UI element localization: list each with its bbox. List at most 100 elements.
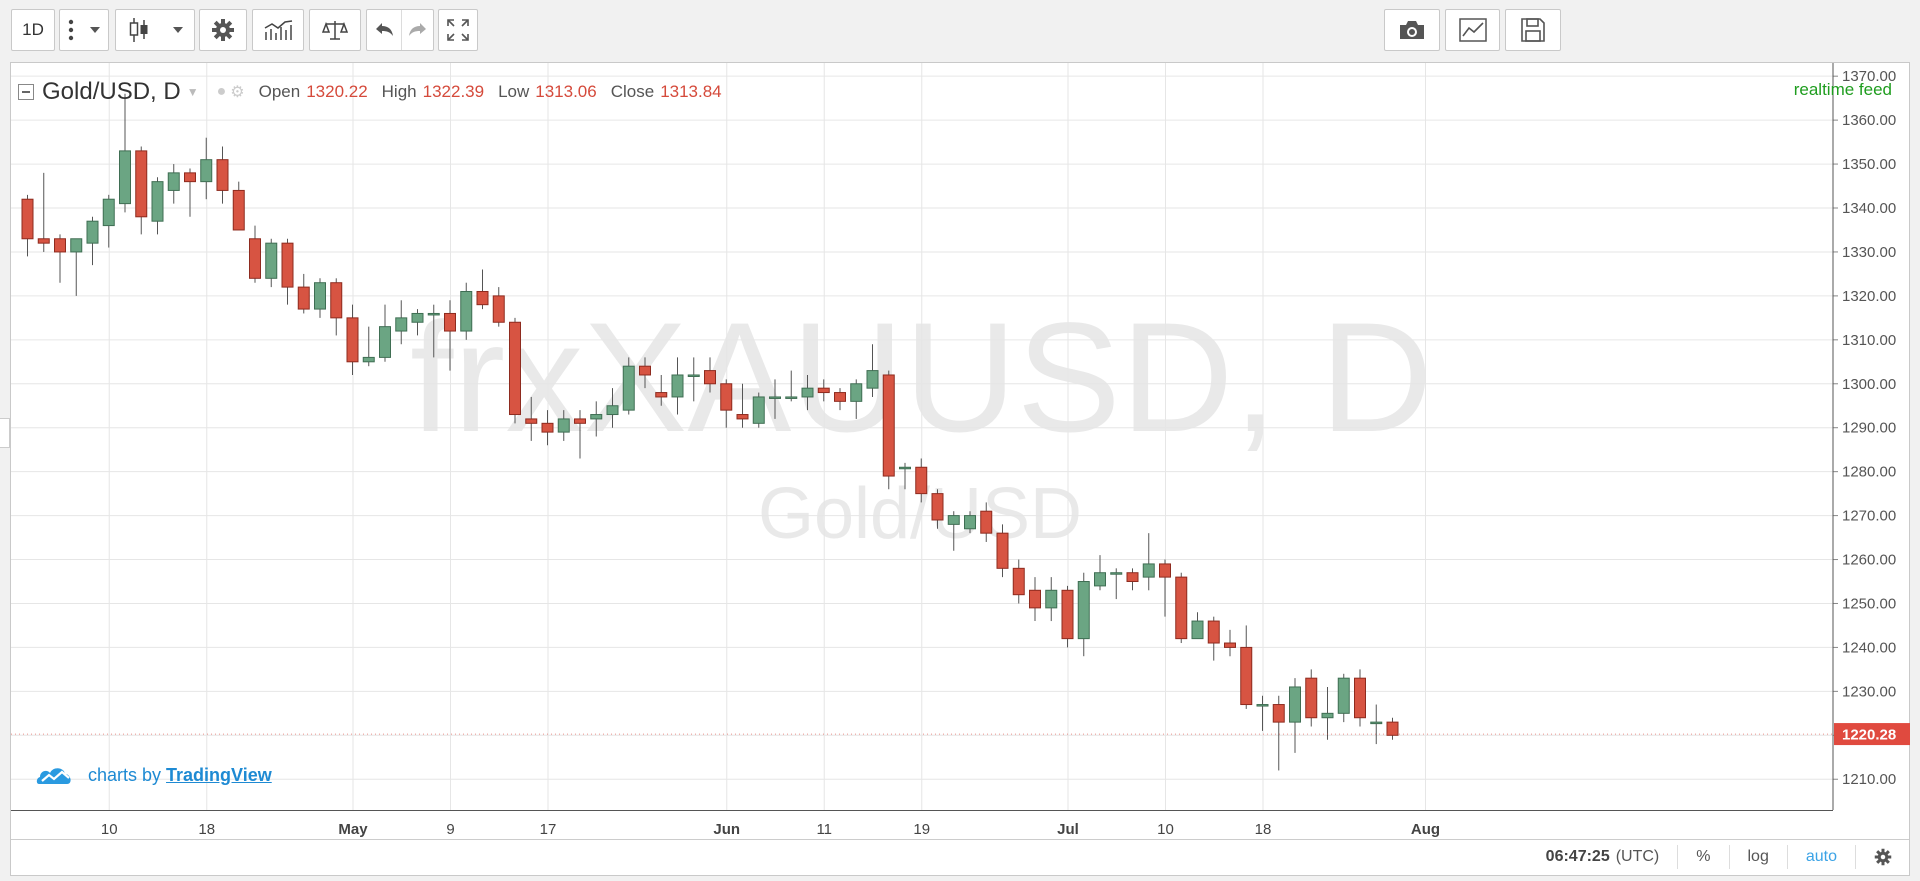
collapse-legend-icon[interactable] <box>18 84 34 100</box>
status-bar: 06:47:25 (UTC) % log auto <box>10 840 1910 874</box>
close-value: 1313.84 <box>660 82 722 101</box>
open-label: Open <box>258 82 301 101</box>
candlestick-icon <box>129 18 147 42</box>
candle-body <box>704 370 716 385</box>
candle-body <box>785 396 798 399</box>
resolution-button[interactable]: 1D <box>11 9 55 51</box>
candle-body <box>1386 721 1399 736</box>
candle-body <box>135 150 148 218</box>
cloud-logo-icon <box>36 768 71 784</box>
close-label: Close <box>610 82 655 101</box>
clock-timezone[interactable]: (UTC) <box>1615 848 1660 865</box>
gear-icon <box>1874 848 1892 866</box>
candle-body <box>899 466 911 470</box>
x-tick-label: Jul <box>1057 821 1079 838</box>
candle-body <box>882 374 895 477</box>
candle-body <box>411 312 424 323</box>
candle-body <box>655 392 668 398</box>
candle-body <box>1207 620 1220 644</box>
x-tick-label: 10 <box>101 821 118 838</box>
candle-body <box>281 242 294 288</box>
candle-body <box>850 383 863 402</box>
y-tick-label: 1330.00 <box>1842 244 1896 261</box>
chart-frame <box>10 62 1910 876</box>
chevron-down-icon <box>89 27 100 33</box>
candle-body <box>1354 677 1366 719</box>
chart-type-button[interactable] <box>1445 9 1500 51</box>
x-tick-label: 9 <box>446 821 454 838</box>
x-tick-label: 18 <box>198 821 215 838</box>
redo-button[interactable] <box>401 10 435 50</box>
tradingview-link[interactable]: TradingView <box>166 764 272 785</box>
candle-body <box>980 510 993 534</box>
candle-body <box>639 365 651 376</box>
fullscreen-button[interactable] <box>438 9 478 51</box>
undo-button[interactable] <box>367 10 401 50</box>
candle-body <box>492 295 505 323</box>
y-tick-label: 1280.00 <box>1842 464 1896 481</box>
candle-body <box>1077 581 1090 640</box>
candle-body <box>671 374 684 398</box>
candle-body <box>1142 563 1155 578</box>
candle-body <box>736 414 749 420</box>
toolbar-divider <box>401 10 402 50</box>
eye-icon[interactable]: ● <box>216 83 227 100</box>
tradingview-branding[interactable]: charts by TradingView <box>36 764 272 786</box>
candle-body <box>1126 572 1139 583</box>
candle-body <box>509 321 521 416</box>
y-tick-label: 1370.00 <box>1842 68 1896 85</box>
dots-menu-icon <box>68 19 73 41</box>
candle-body <box>1029 589 1041 609</box>
save-button[interactable] <box>1505 9 1561 51</box>
low-label: Low <box>498 82 530 101</box>
candle-body <box>1370 721 1383 725</box>
log-toggle[interactable]: log <box>1728 845 1787 869</box>
y-tick-label: 1310.00 <box>1842 332 1896 349</box>
x-tick-label: Jun <box>713 821 740 838</box>
scale-settings-button[interactable] <box>1855 845 1910 869</box>
candle-body <box>86 220 99 244</box>
auto-scale-toggle[interactable]: auto <box>1786 845 1855 869</box>
candle-body <box>915 466 928 495</box>
y-tick-label: 1260.00 <box>1842 552 1896 569</box>
percent-toggle[interactable]: % <box>1677 845 1728 869</box>
undo-icon <box>376 23 393 36</box>
candle-body <box>687 374 700 377</box>
screenshot-button[interactable] <box>1384 9 1440 51</box>
symbol-dropdown-icon[interactable]: ▼ <box>186 85 199 99</box>
candle-body <box>947 515 960 525</box>
y-tick-label: 1320.00 <box>1842 288 1896 305</box>
compare-button[interactable] <box>309 9 361 51</box>
candle-body <box>574 418 586 424</box>
y-tick-label: 1240.00 <box>1842 639 1896 656</box>
candle-body <box>769 396 781 399</box>
candle-body <box>21 198 34 240</box>
candle-body <box>1110 572 1123 575</box>
indicators-icon <box>264 20 293 40</box>
x-tick-label: 10 <box>1157 821 1174 838</box>
candle-body <box>151 181 164 222</box>
candle-body <box>1012 567 1025 596</box>
candle-body <box>1337 677 1350 714</box>
bar-style-menu-button[interactable] <box>59 9 109 51</box>
candle-body <box>1256 704 1269 707</box>
candle-body <box>834 392 846 402</box>
scales-icon <box>322 21 348 40</box>
top-toolbar: 1D <box>0 0 1920 62</box>
gear-icon[interactable]: ⚙ <box>230 84 245 101</box>
candle-body <box>102 198 115 227</box>
gear-icon <box>212 19 234 41</box>
candle-body <box>70 238 83 253</box>
indicators-button[interactable] <box>252 9 304 51</box>
left-panel-toggle[interactable] <box>0 418 10 448</box>
candle-body <box>200 159 213 183</box>
candle-body <box>931 493 944 521</box>
candle-body <box>265 242 278 279</box>
settings-button[interactable] <box>199 9 247 51</box>
candle-body <box>866 370 879 389</box>
candle-body <box>1305 677 1318 719</box>
legend-symbol[interactable]: Gold/USD, D <box>42 78 181 105</box>
camera-icon <box>1400 21 1424 39</box>
candles-style-button[interactable] <box>115 9 195 51</box>
